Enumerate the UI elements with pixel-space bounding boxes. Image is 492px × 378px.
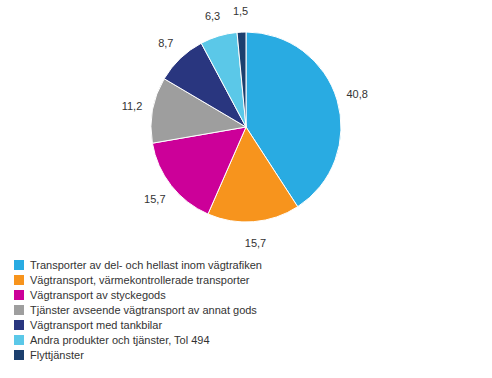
legend-swatch	[14, 335, 24, 345]
data-label: 15,7	[144, 193, 165, 205]
legend-label: Vägtransport, värmekontrollerade transpo…	[30, 274, 250, 286]
legend-label: Transporter av del- och hellast inom väg…	[30, 259, 262, 271]
legend-item: Vägtransport av styckegods	[14, 289, 166, 301]
legend-item: Andra produkter och tjänster, Tol 494	[14, 334, 210, 346]
legend-label: Vägtransport av styckegods	[30, 289, 166, 301]
legend-swatch	[14, 260, 24, 270]
data-label: 6,3	[205, 10, 220, 22]
legend-label: Flyttjänster	[30, 349, 84, 361]
legend-item: Vägtransport, värmekontrollerade transpo…	[14, 274, 250, 286]
legend-item: Vägtransport med tankbilar	[14, 319, 162, 331]
chart-svg: 40,8 15,7 15,7 11,2 8,7 6,3 1,5 Transporter av …	[0, 0, 492, 378]
legend-swatch	[14, 320, 24, 330]
data-label: 11,2	[122, 100, 143, 112]
pie-slice	[237, 32, 246, 127]
legend-swatch	[14, 350, 24, 360]
data-labels: 40,8 15,7 15,7 11,2 8,7 6,3 1,5	[122, 5, 368, 248]
pie	[151, 32, 341, 222]
data-label: 40,8	[346, 88, 367, 100]
legend-label: Tjänster avseende vägtransport av annat …	[30, 304, 257, 316]
legend-swatch	[14, 305, 24, 315]
legend-label: Andra produkter och tjänster, Tol 494	[30, 334, 210, 346]
pie-slice	[201, 32, 246, 127]
data-label: 8,7	[158, 37, 173, 49]
legend: Transporter av del- och hellast inom väg…	[14, 259, 262, 361]
legend-item: Flyttjänster	[14, 349, 84, 361]
legend-swatch	[14, 290, 24, 300]
data-label: 1,5	[233, 5, 248, 17]
legend-item: Tjänster avseende vägtransport av annat …	[14, 304, 257, 316]
legend-item: Transporter av del- och hellast inom väg…	[14, 259, 262, 271]
data-label: 15,7	[245, 237, 266, 249]
legend-swatch	[14, 275, 24, 285]
legend-label: Vägtransport med tankbilar	[30, 319, 162, 331]
